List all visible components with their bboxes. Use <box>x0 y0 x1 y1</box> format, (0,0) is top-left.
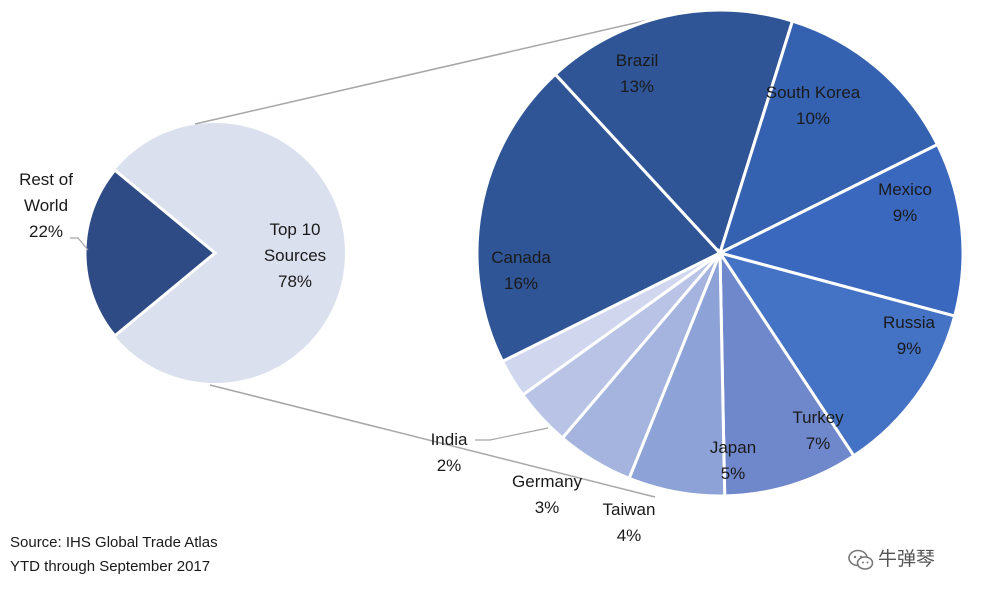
overview-pie <box>83 122 345 384</box>
label-taiwan: Taiwan 4% <box>603 500 656 545</box>
slice-india <box>500 251 721 398</box>
slice-labels: Canada 16% Brazil 13% South Korea 10% Mexico 9%… <box>19 51 935 545</box>
slice-mexico <box>715 142 965 318</box>
slice-top-10-sources <box>114 122 345 384</box>
label-japan: Japan 5% <box>710 438 756 483</box>
label-germany: Germany 3% <box>512 472 582 517</box>
label-leader-lines <box>70 237 549 441</box>
label-mexico: Mexico 9% <box>878 180 932 225</box>
connector-lines <box>194 11 684 498</box>
leader-india <box>475 427 549 441</box>
slice-south-korea <box>717 19 940 256</box>
slice-turkey <box>718 247 856 498</box>
label-canada: Canada 16% <box>491 248 551 293</box>
label-india: India 2% <box>431 430 468 475</box>
label-turkey: Turkey 7% <box>792 408 844 453</box>
slice-russia <box>716 250 957 458</box>
slice-rest-of-world <box>83 168 218 338</box>
label-rest-of-world: Rest of World 22% <box>19 170 73 241</box>
top10-breakdown-pie <box>475 8 965 498</box>
slice-canada <box>475 72 723 364</box>
connector-top <box>194 11 684 125</box>
period-note: YTD through September 2017 <box>10 558 211 575</box>
slice-brazil <box>553 8 795 256</box>
label-top-10-sources: Top 10 Sources 78% <box>264 220 326 291</box>
connector-bottom <box>209 384 656 498</box>
wechat-icon <box>848 549 874 570</box>
label-russia: Russia 9% <box>883 313 936 358</box>
watermark: 牛弹琴 <box>848 544 935 571</box>
leader-rest-of-world <box>70 237 89 251</box>
watermark-text: 牛弹琴 <box>878 548 936 570</box>
label-brazil: Brazil 13% <box>616 51 659 96</box>
source-note: Source: IHS Global Trade Atlas <box>10 534 218 551</box>
label-south-korea: South Korea 10% <box>766 83 861 128</box>
